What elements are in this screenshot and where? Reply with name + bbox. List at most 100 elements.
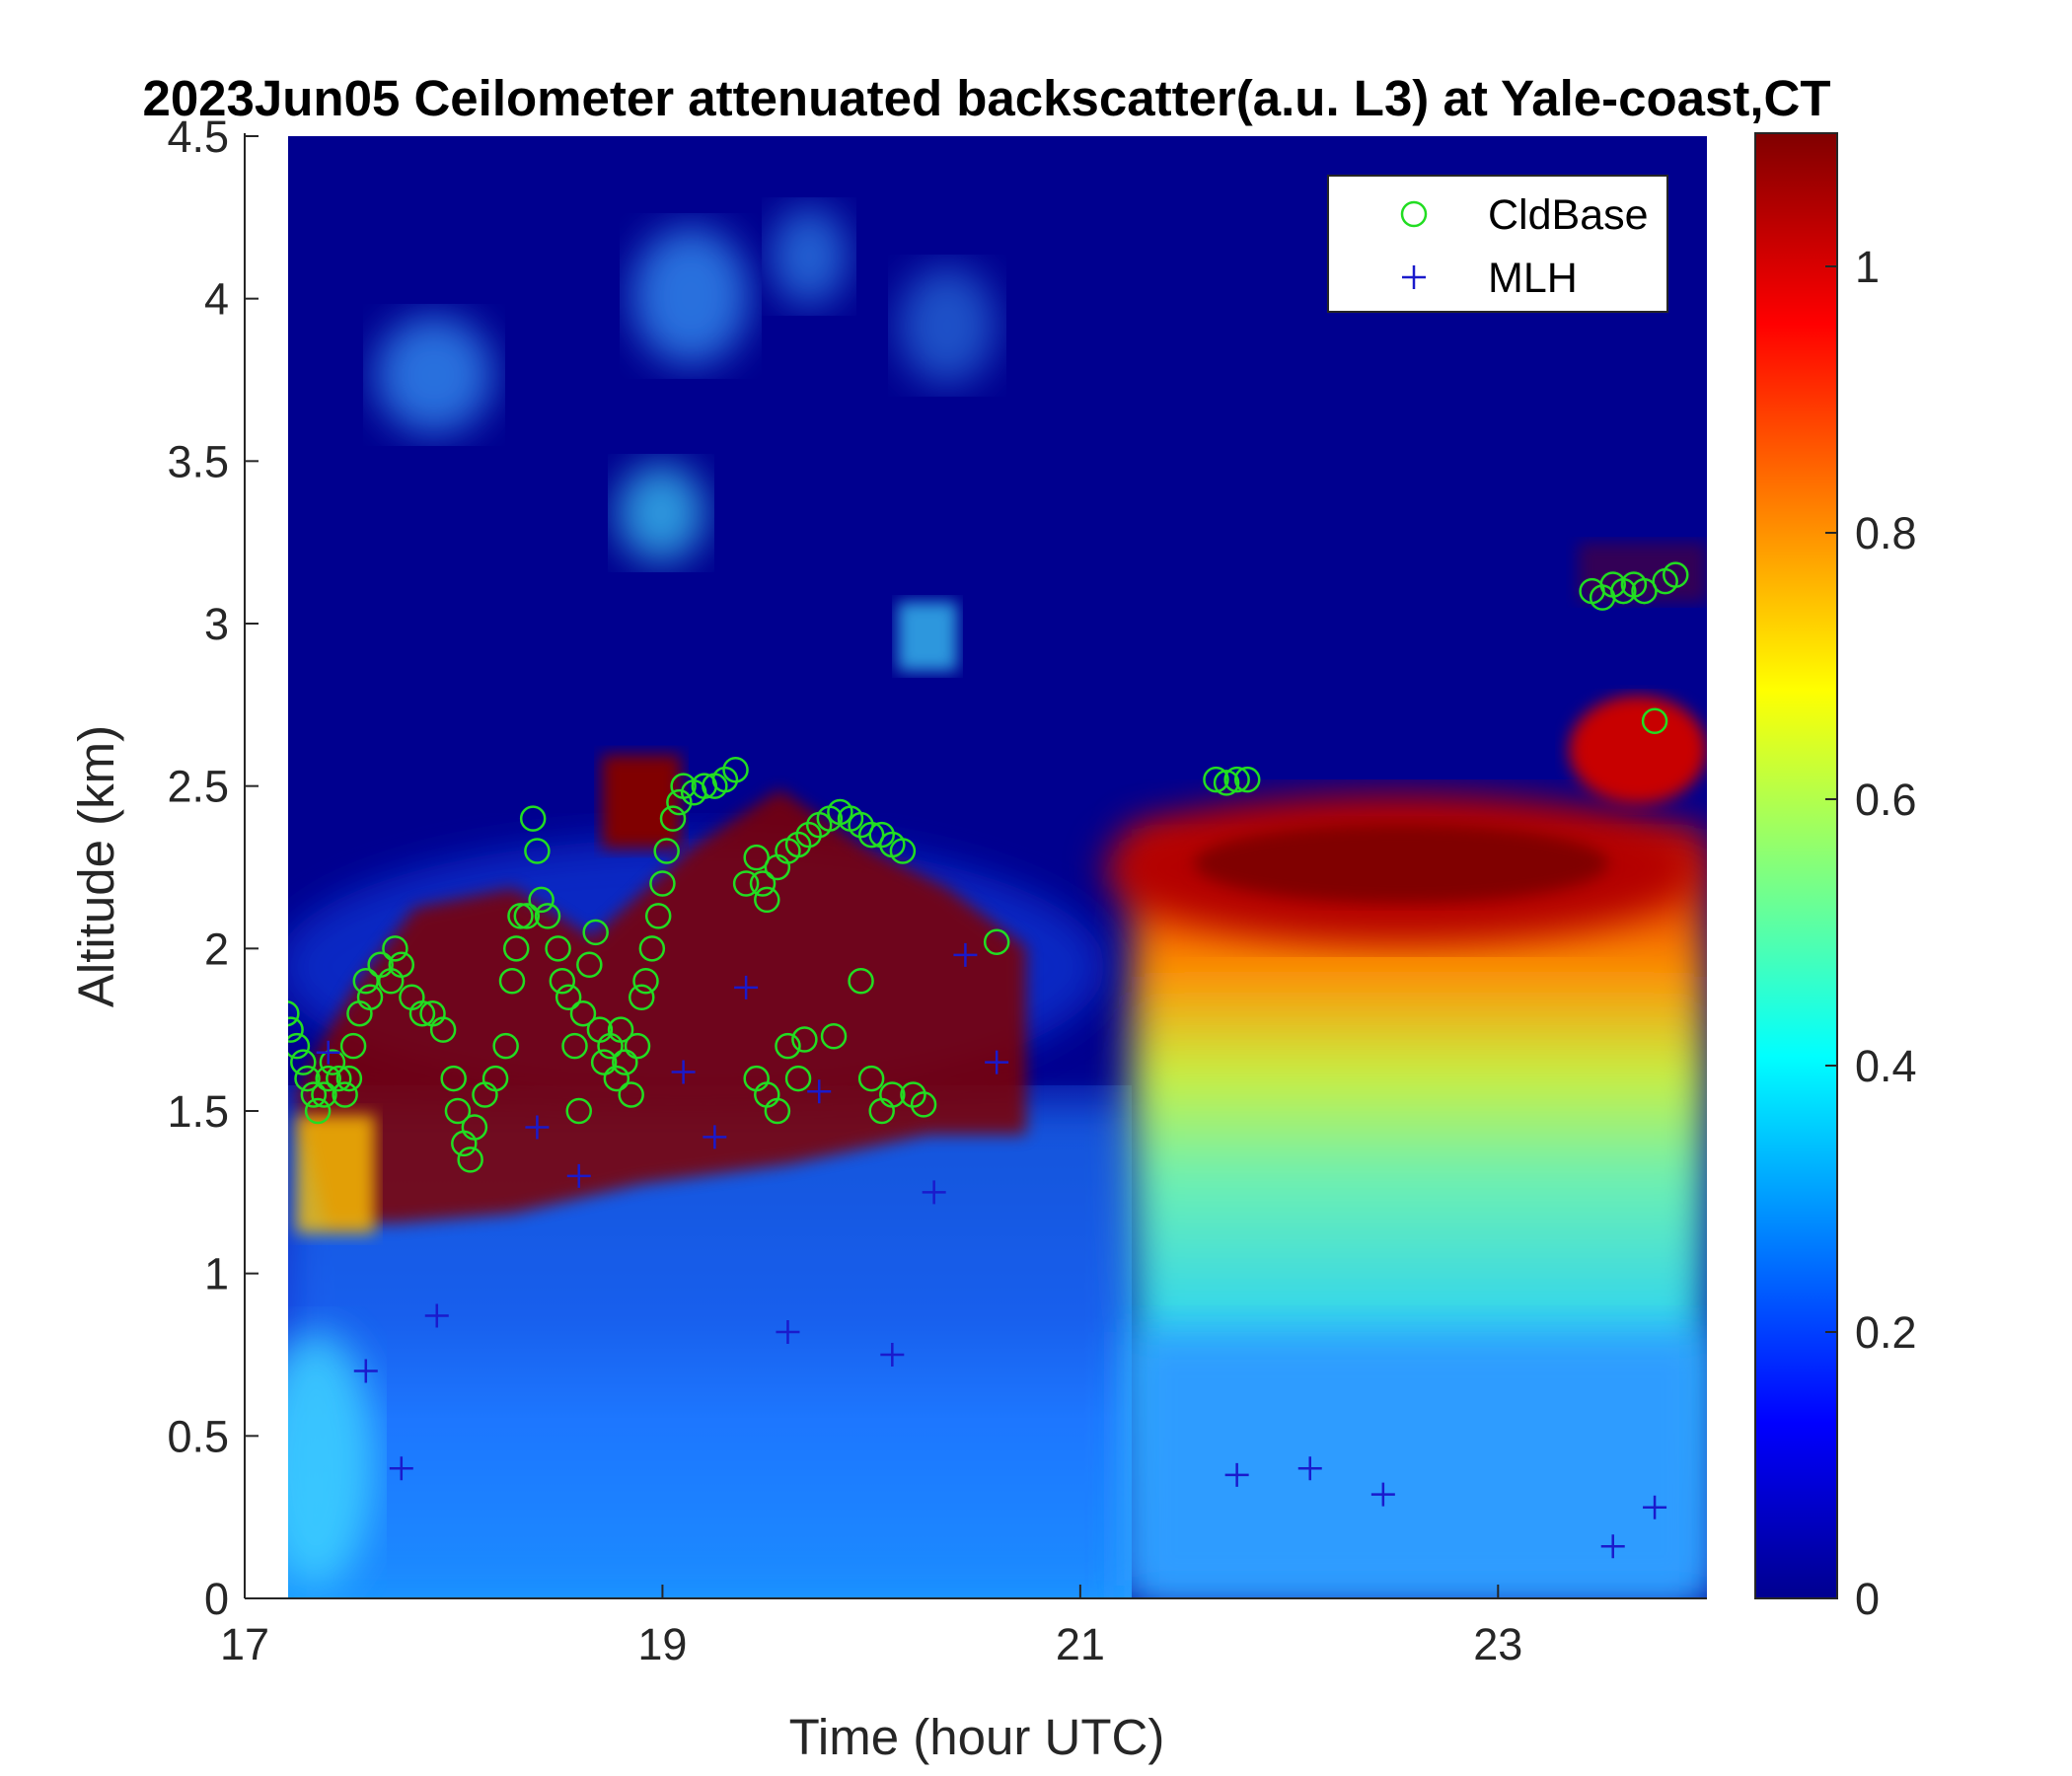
cldbase-point (429, 1016, 457, 1043)
mlh-point (807, 1079, 832, 1104)
cldbase-point (326, 1065, 352, 1092)
cldbase-point (618, 1081, 644, 1108)
mlh-point (1297, 1456, 1322, 1481)
cldbase-point (315, 1065, 341, 1092)
x-axis-label: Time (hour UTC) (789, 1709, 1165, 1765)
cldbase-point (879, 1081, 906, 1108)
cldbase-point (569, 999, 597, 1027)
cldbase-point (502, 935, 530, 962)
mlh-point (880, 1343, 905, 1367)
cldbase-point (629, 984, 655, 1010)
x-tick-label: 19 (637, 1619, 687, 1669)
mlh-point (1224, 1462, 1249, 1487)
cldbase-point (382, 935, 408, 962)
colorbar (1754, 132, 1838, 1599)
cldbase-point (889, 838, 917, 864)
cldbase-point (649, 870, 676, 897)
y-tick-label: 4.5 (167, 111, 229, 162)
cldbase-point (335, 1065, 363, 1092)
cldbase-point (304, 1097, 332, 1125)
cldbase-point (1223, 766, 1250, 793)
cldbase-point (356, 984, 384, 1010)
cldbase-point (666, 788, 693, 816)
mlh-point (1643, 1495, 1667, 1519)
y-tick-label: 1.5 (167, 1086, 229, 1137)
mlh-point (353, 1359, 378, 1383)
cldbase-point (507, 903, 534, 929)
cldbase-point (743, 844, 770, 871)
cldbase-point (632, 968, 659, 995)
cldbase-point (481, 1065, 509, 1092)
backscatter-heatmap (288, 136, 1707, 1598)
cldbase-point (1213, 770, 1240, 796)
cldbase-point (300, 1081, 328, 1108)
cldbase-point (638, 935, 666, 962)
cldbase-point (311, 1081, 337, 1108)
cldbase-point (775, 1032, 801, 1060)
cldbase-point (294, 1065, 321, 1092)
cldbase-point (732, 870, 760, 897)
cldbase-point (784, 1065, 812, 1092)
mlh-point (671, 1060, 696, 1084)
cldbase-point (910, 1091, 937, 1118)
cldbase-point (1641, 707, 1668, 735)
y-tick-label: 0 (204, 1574, 229, 1624)
cldbase-point (1662, 561, 1689, 588)
colorbar-tick-label: 0.8 (1855, 508, 1917, 558)
legend: CldBase MLH (1327, 175, 1668, 313)
cldbase-point (561, 1032, 588, 1060)
mlh-point (703, 1125, 727, 1149)
y-tick-label: 0.5 (167, 1411, 229, 1461)
cldbase-point (492, 1032, 519, 1060)
colorbar-tick-label: 0 (1855, 1574, 1880, 1624)
cldbase-point (513, 903, 541, 929)
y-tick-group: 0 0.5 1 1.5 2 2.5 3 3.5 4 4.5 (167, 111, 259, 1624)
cldbase-point (820, 1023, 848, 1050)
cldbase-point (624, 1032, 651, 1060)
y-tick-label: 2 (204, 924, 229, 974)
cldbase-point (444, 1097, 472, 1125)
legend-mlh-label: MLH (1488, 255, 1578, 302)
cldbase-point (290, 1049, 317, 1075)
mlh-point (1370, 1482, 1395, 1507)
colorbar-tick-label: 0.2 (1855, 1307, 1917, 1358)
cldbase-point (1203, 766, 1229, 793)
mlh-point (985, 1050, 1009, 1074)
cldbase-point (461, 1114, 488, 1141)
cldbase-point (288, 1000, 300, 1027)
no-data-region (245, 136, 288, 1598)
cldbase-point (549, 968, 576, 995)
cldbase-point (607, 1016, 634, 1043)
cldbase-point (288, 1016, 304, 1043)
legend-cldbase-label: CldBase (1488, 191, 1649, 239)
mlh-point (776, 1319, 800, 1344)
mlh-point (316, 1040, 340, 1065)
x-tick-label: 17 (220, 1619, 269, 1669)
cldbase-point (1233, 766, 1261, 793)
colorbar-tick-label: 0.6 (1855, 775, 1917, 825)
cldbase-point (408, 999, 436, 1027)
cldbase-point (555, 984, 582, 1010)
cldbase-point (749, 870, 777, 897)
colorbar-tick-label: 0.4 (1855, 1041, 1917, 1091)
colorbar-tick-label: 1 (1855, 242, 1880, 292)
cldbase-point (388, 951, 415, 979)
cldbase-point (659, 805, 687, 832)
cldbase-point (722, 756, 749, 783)
cldbase-point (457, 1147, 483, 1173)
x-tick-label: 21 (1056, 1619, 1105, 1669)
cldbase-point (534, 903, 561, 929)
cldbase-point (653, 838, 680, 864)
y-tick-label: 1 (204, 1249, 229, 1299)
cldbase-point (332, 1081, 358, 1108)
mlh-point (953, 942, 978, 967)
cldbase-point (590, 1049, 618, 1075)
mlh-point (389, 1456, 413, 1481)
y-tick-label: 4 (204, 274, 229, 325)
legend-mlh-marker-icon (1402, 265, 1426, 289)
cldbase-point (1631, 577, 1658, 605)
legend-cldbase-marker-icon (1400, 200, 1428, 228)
x-tick-label: 23 (1473, 1619, 1522, 1669)
cldbase-point (576, 951, 603, 979)
